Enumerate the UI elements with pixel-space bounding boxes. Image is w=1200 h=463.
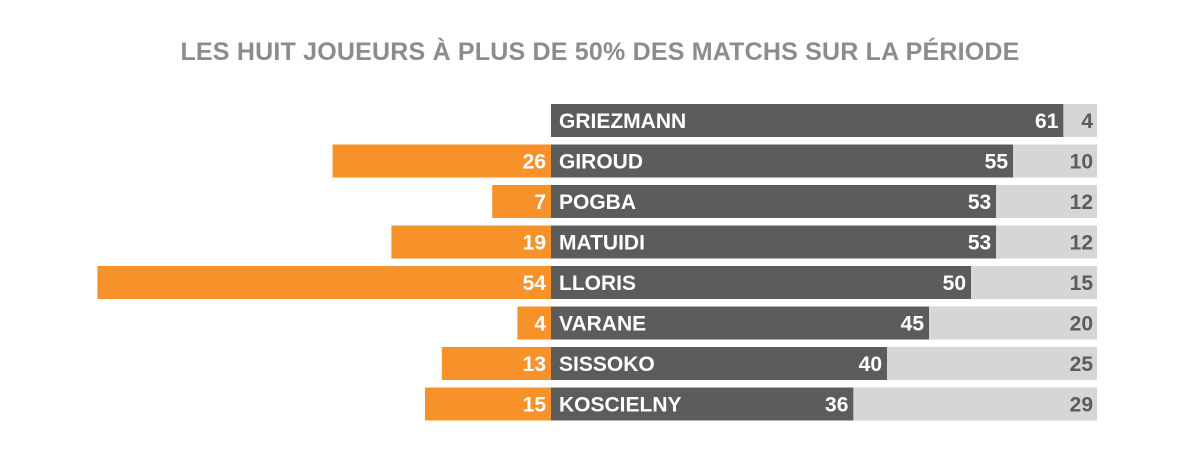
left-value-lloris: 54 [523, 272, 547, 295]
main-value-lloris: 50 [943, 272, 966, 295]
rest-bar-griezmann [1063, 104, 1097, 137]
rest-bar-koscielny [853, 387, 1097, 421]
main-value-griezmann: 61 [1035, 110, 1059, 133]
main-bar-giroud [551, 144, 1013, 178]
left-bar-lloris [97, 266, 552, 299]
left-value-matuidi: 19 [523, 232, 546, 255]
main-bar-varane [551, 306, 929, 340]
category-label-lloris: LLORIS [559, 272, 636, 295]
main-value-matuidi: 53 [968, 232, 991, 255]
category-label-koscielny: KOSCIELNY [559, 394, 682, 417]
main-bar-griezmann [551, 104, 1064, 137]
rest-value-varane: 20 [1070, 313, 1093, 336]
left-bar-matuidi [391, 225, 551, 259]
category-label-sissoko: SISSOKO [559, 353, 655, 376]
left-value-varane: 4 [534, 313, 546, 336]
main-bar-pogba [551, 185, 997, 218]
category-label-giroud: GIROUD [559, 151, 643, 174]
main-value-sissoko: 40 [859, 353, 882, 376]
left-value-pogba: 7 [534, 191, 546, 214]
left-bar-giroud [332, 144, 551, 178]
rest-bar-sissoko [887, 347, 1097, 380]
category-label-varane: VARANE [559, 313, 646, 336]
rest-bar-varane [929, 306, 1097, 340]
main-bar-koscielny [551, 387, 854, 421]
left-value-sissoko: 13 [523, 353, 546, 376]
rest-value-sissoko: 25 [1070, 353, 1094, 376]
rest-bar-lloris [971, 266, 1097, 299]
main-bar-sissoko [551, 347, 887, 380]
rest-bar-giroud [1013, 144, 1097, 178]
main-value-varane: 45 [901, 313, 925, 336]
rest-bar-matuidi [996, 225, 1097, 259]
rest-value-matuidi: 12 [1070, 232, 1093, 255]
left-bar-sissoko [441, 347, 551, 380]
rest-value-griezmann: 4 [1081, 110, 1093, 133]
left-value-giroud: 26 [523, 151, 546, 174]
main-value-giroud: 55 [985, 151, 1009, 174]
rest-value-giroud: 10 [1070, 151, 1093, 174]
main-value-pogba: 53 [968, 191, 991, 214]
main-value-koscielny: 36 [825, 394, 848, 417]
rest-bar-pogba [996, 185, 1097, 218]
category-label-griezmann: GRIEZMANN [559, 110, 686, 133]
category-label-pogba: POGBA [559, 191, 636, 214]
left-bar-varane [517, 306, 551, 340]
rest-value-lloris: 15 [1070, 272, 1094, 295]
category-label-matuidi: MATUIDI [559, 232, 645, 255]
rest-value-pogba: 12 [1070, 191, 1093, 214]
left-bar-pogba [492, 185, 551, 218]
main-bar-lloris [551, 266, 971, 299]
left-value-koscielny: 15 [523, 394, 547, 417]
main-bar-matuidi [551, 225, 997, 259]
left-bar-koscielny [425, 387, 551, 421]
chart-title: LES HUIT JOUEURS À PLUS DE 50% DES MATCH… [180, 38, 1020, 66]
rest-value-koscielny: 29 [1070, 394, 1093, 417]
